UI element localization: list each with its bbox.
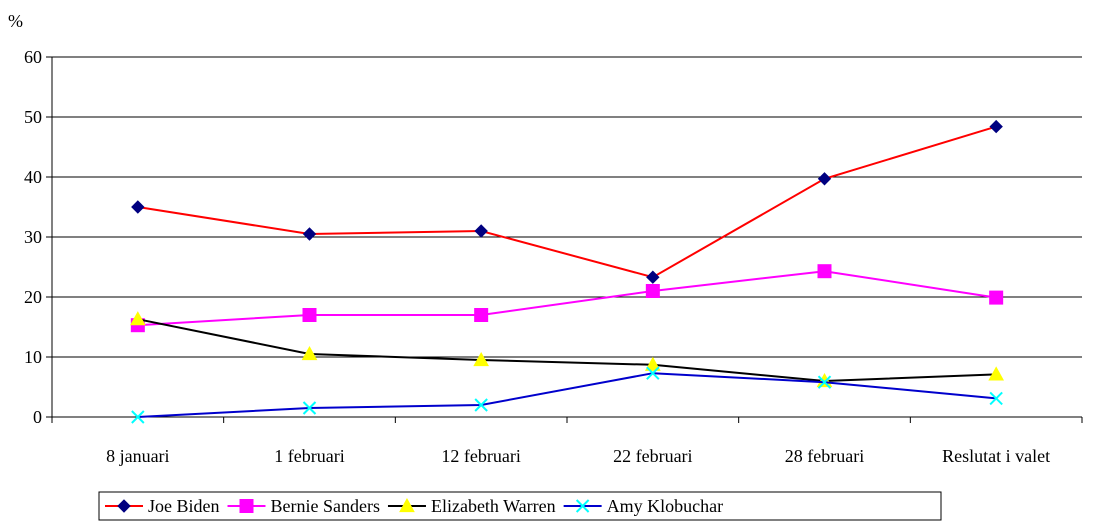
axes — [46, 56, 1083, 423]
x-tick-label: 8 januari — [106, 446, 169, 466]
data-point — [473, 351, 490, 367]
x-tick-label: 12 februari — [441, 446, 520, 466]
series-bernie-sanders — [130, 264, 1004, 333]
series-layer — [129, 119, 1005, 424]
series-joe-biden — [131, 119, 1003, 284]
data-point — [131, 410, 145, 424]
data-point — [302, 401, 317, 415]
data-point — [646, 270, 660, 284]
data-point — [474, 308, 489, 322]
series-line — [137, 125, 997, 279]
x-tick-labels: 8 januari 1 februari 12 februari 22 februar… — [106, 446, 1050, 466]
legend-item-elizabeth-warren: Elizabeth Warren — [387, 496, 556, 516]
x-tick-label: 28 februari — [785, 446, 864, 466]
legend-marker — [575, 499, 590, 513]
gridlines — [52, 56, 1082, 358]
data-point — [645, 284, 660, 298]
data-point — [646, 366, 660, 380]
data-point — [129, 311, 146, 326]
y-tick-label: 30 — [24, 227, 42, 247]
data-point — [302, 308, 317, 322]
legend-marker — [399, 497, 415, 513]
legend-label: Amy Klobuchar — [607, 496, 723, 516]
data-point — [989, 290, 1004, 305]
legend-marker — [239, 499, 254, 513]
y-tick-label: 0 — [33, 407, 42, 427]
series-line — [137, 372, 997, 418]
x-tick-label: 1 februari — [274, 446, 344, 466]
y-axis-unit-label: % — [8, 11, 23, 31]
data-point — [644, 356, 661, 371]
data-point — [817, 264, 832, 279]
x-tick-label: 22 februari — [613, 446, 692, 466]
x-tick-label: Reslutat i valet — [942, 446, 1050, 466]
legend-item-joe-biden: Joe Biden — [105, 496, 220, 516]
y-tick-label: 20 — [24, 287, 42, 307]
y-tick-label: 60 — [24, 47, 42, 67]
data-point — [989, 391, 1003, 406]
legend-label: Elizabeth Warren — [431, 496, 556, 516]
data-point — [817, 172, 832, 186]
legend-item-amy-klobuchar: Amy Klobuchar — [563, 496, 723, 516]
data-point — [474, 398, 488, 412]
series-line — [137, 318, 997, 383]
data-point — [301, 345, 318, 361]
series-amy-klobuchar — [131, 366, 1003, 424]
legend-marker — [117, 499, 131, 513]
y-tick-label: 40 — [24, 167, 42, 187]
legend-item-bernie-sanders: Bernie Sanders — [227, 496, 380, 516]
y-tick-labels: 0 10 20 30 40 50 60 — [24, 47, 42, 427]
data-point — [474, 224, 488, 238]
y-tick-label: 10 — [24, 347, 42, 367]
data-point — [131, 200, 145, 214]
data-point — [302, 227, 317, 241]
data-point — [989, 119, 1003, 134]
y-tick-label: 50 — [24, 107, 42, 127]
legend-label: Joe Biden — [148, 496, 220, 516]
series-elizabeth-warren — [129, 311, 1005, 388]
data-point — [988, 366, 1005, 381]
legend-label: Bernie Sanders — [271, 496, 380, 516]
data-point — [817, 375, 832, 389]
legend: Joe Biden Bernie Sanders Elizabeth Warren A… — [98, 491, 942, 521]
series-line — [137, 270, 997, 327]
